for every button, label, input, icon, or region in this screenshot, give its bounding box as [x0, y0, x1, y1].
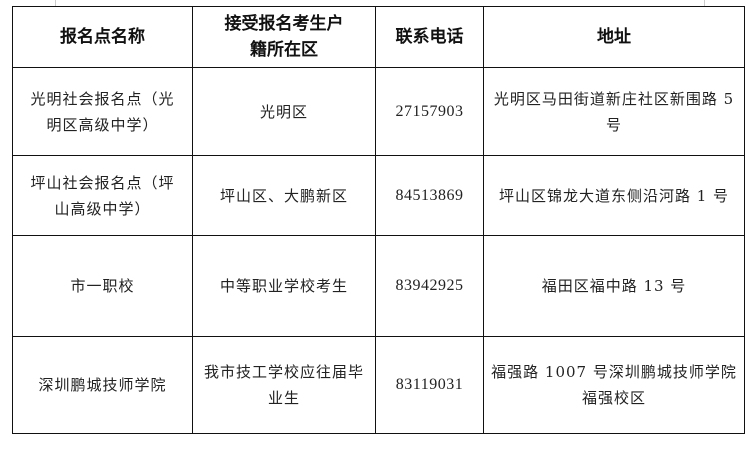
cell-address: 福强路 1007 号深圳鹏城技师学院福强校区: [483, 336, 745, 434]
table-row: 深圳鹏城技师学院 我市技工学校应往届毕业生 83119031 福强路 1007 …: [12, 336, 745, 434]
cell-district: 中等职业学校考生: [192, 235, 376, 337]
cell-district: 坪山区、大鹏新区: [192, 155, 376, 236]
cell-district: 我市技工学校应往届毕业生: [192, 336, 376, 434]
page-margin-mark: [704, 0, 705, 6]
page-margin-mark: [55, 0, 56, 6]
table-row: 光明社会报名点（光明区高级中学） 光明区 27157903 光明区马田街道新庄社…: [12, 67, 745, 156]
header-district: 接受报名考生户籍所在区: [192, 6, 376, 68]
header-phone: 联系电话: [375, 6, 484, 68]
table-header-row: 报名点名称 接受报名考生户籍所在区 联系电话 地址: [12, 6, 745, 68]
cell-site-name: 坪山社会报名点（坪山高级中学）: [12, 155, 193, 236]
cell-phone: 83119031: [375, 336, 484, 434]
registration-sites-table: 报名点名称 接受报名考生户籍所在区 联系电话 地址 光明社会报名点（光明区高级中…: [12, 6, 745, 434]
table-row: 坪山社会报名点（坪山高级中学） 坪山区、大鹏新区 84513869 坪山区锦龙大…: [12, 155, 745, 236]
table-row: 市一职校 中等职业学校考生 83942925 福田区福中路 13 号: [12, 235, 745, 337]
cell-site-name: 光明社会报名点（光明区高级中学）: [12, 67, 193, 156]
cell-site-name: 深圳鹏城技师学院: [12, 336, 193, 434]
cell-address: 坪山区锦龙大道东侧沿河路 1 号: [483, 155, 745, 236]
cell-address: 光明区马田街道新庄社区新围路 5 号: [483, 67, 745, 156]
cell-site-name: 市一职校: [12, 235, 193, 337]
header-site-name: 报名点名称: [12, 6, 193, 68]
cell-phone: 83942925: [375, 235, 484, 337]
cell-phone: 84513869: [375, 155, 484, 236]
cell-address: 福田区福中路 13 号: [483, 235, 745, 337]
cell-phone: 27157903: [375, 67, 484, 156]
cell-district: 光明区: [192, 67, 376, 156]
header-address: 地址: [483, 6, 745, 68]
